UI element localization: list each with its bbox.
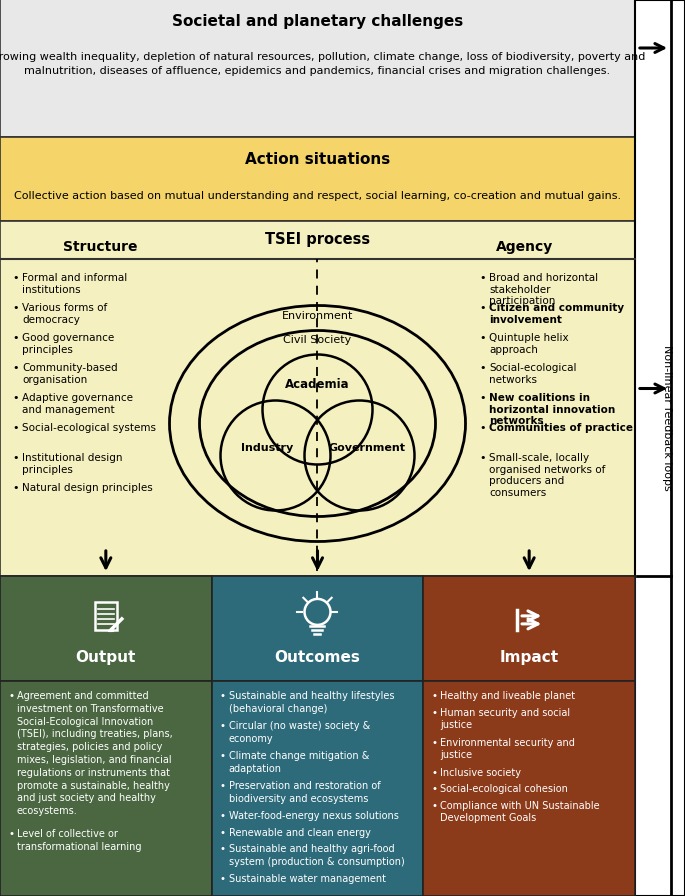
Text: •: • <box>479 423 486 433</box>
Text: Sustainable water management: Sustainable water management <box>229 874 386 884</box>
Text: •: • <box>220 721 225 731</box>
Text: Social-ecological systems: Social-ecological systems <box>22 423 156 433</box>
Text: Healthy and liveable planet: Healthy and liveable planet <box>440 691 575 701</box>
Text: •: • <box>8 829 14 839</box>
Text: Adaptive governance
and management: Adaptive governance and management <box>22 393 133 415</box>
Text: •: • <box>220 751 225 761</box>
Bar <box>0 0 635 137</box>
Text: Community-based
organisation: Community-based organisation <box>22 363 118 384</box>
Text: •: • <box>432 800 437 811</box>
Text: Environmental security and
justice: Environmental security and justice <box>440 737 575 761</box>
Text: Compliance with UN Sustainable
Development Goals: Compliance with UN Sustainable Developme… <box>440 800 600 823</box>
Text: •: • <box>432 737 437 747</box>
Text: New coalitions in
horizontal innovation
networks: New coalitions in horizontal innovation … <box>490 393 616 426</box>
Text: TSEI process: TSEI process <box>265 231 370 246</box>
Bar <box>423 576 635 681</box>
Text: •: • <box>479 333 486 343</box>
Bar <box>0 221 635 576</box>
Text: Water-food-energy nexus solutions: Water-food-energy nexus solutions <box>229 811 399 821</box>
Text: Citizen and community
involvement: Citizen and community involvement <box>490 303 625 324</box>
Text: •: • <box>432 768 437 778</box>
Text: •: • <box>479 363 486 373</box>
Text: Inclusive society: Inclusive society <box>440 768 521 778</box>
Text: Output: Output <box>75 650 136 666</box>
Text: •: • <box>220 874 225 884</box>
Text: Non-linear feedback loops: Non-linear feedback loops <box>662 345 673 491</box>
Bar <box>635 0 685 896</box>
Text: Communities of practice: Communities of practice <box>490 423 634 433</box>
Text: Small-scale, locally
organised networks of
producers and
consumers: Small-scale, locally organised networks … <box>490 453 606 498</box>
Text: •: • <box>12 273 18 283</box>
Text: •: • <box>432 691 437 701</box>
Text: Renewable and clean energy: Renewable and clean energy <box>229 828 371 838</box>
Bar <box>423 681 635 896</box>
Text: •: • <box>220 828 225 838</box>
Text: •: • <box>12 333 18 343</box>
Text: Natural design principles: Natural design principles <box>22 483 153 493</box>
Text: Social-ecological cohesion: Social-ecological cohesion <box>440 784 569 794</box>
Text: •: • <box>479 303 486 313</box>
Text: •: • <box>12 363 18 373</box>
Text: Civil Society: Civil Society <box>284 334 351 344</box>
Text: •: • <box>432 784 437 794</box>
Text: •: • <box>220 691 225 701</box>
Text: Institutional design
principles: Institutional design principles <box>22 453 123 475</box>
Text: Preservation and restoration of
biodiversity and ecosystems: Preservation and restoration of biodiver… <box>229 781 380 804</box>
Bar <box>0 576 212 681</box>
Text: •: • <box>479 273 486 283</box>
Text: Academia: Academia <box>285 378 350 392</box>
Text: Broad and horizontal
stakeholder
participation: Broad and horizontal stakeholder partici… <box>490 273 599 306</box>
Text: Structure: Structure <box>63 240 137 254</box>
Text: Industry: Industry <box>241 443 294 452</box>
Bar <box>212 576 423 681</box>
Text: •: • <box>8 691 14 701</box>
Text: •: • <box>12 393 18 403</box>
Text: Agreement and committed
investment on Transformative
Social-Ecological Innovatio: Agreement and committed investment on Tr… <box>17 691 173 816</box>
Text: •: • <box>220 811 225 821</box>
Text: Human security and social
justice: Human security and social justice <box>440 708 571 730</box>
Text: •: • <box>220 781 225 791</box>
Text: Societal and planetary challenges: Societal and planetary challenges <box>172 13 463 29</box>
Text: Outcomes: Outcomes <box>275 650 360 666</box>
Text: •: • <box>12 303 18 313</box>
Bar <box>212 681 423 896</box>
Text: •: • <box>12 423 18 433</box>
Text: Quintuple helix
approach: Quintuple helix approach <box>490 333 569 355</box>
Text: Sustainable and healthy agri-food
system (production & consumption): Sustainable and healthy agri-food system… <box>229 844 404 866</box>
Text: •: • <box>432 708 437 718</box>
Text: Level of collective or
transformational learning: Level of collective or transformational … <box>17 829 142 852</box>
Text: Various forms of
democracy: Various forms of democracy <box>22 303 108 324</box>
Text: Climate change mitigation &
adaptation: Climate change mitigation & adaptation <box>229 751 369 774</box>
Text: Growing wealth inequality, depletion of natural resources, pollution, climate ch: Growing wealth inequality, depletion of … <box>0 52 645 76</box>
Text: •: • <box>220 844 225 854</box>
Text: Sustainable and healthy lifestyles
(behavioral change): Sustainable and healthy lifestyles (beha… <box>229 691 394 714</box>
Text: Agency: Agency <box>497 240 553 254</box>
Text: Impact: Impact <box>499 650 559 666</box>
Text: •: • <box>12 483 18 493</box>
Text: Collective action based on mutual understanding and respect, social learning, co: Collective action based on mutual unders… <box>14 191 621 201</box>
Text: Formal and informal
institutions: Formal and informal institutions <box>22 273 127 295</box>
Bar <box>0 137 635 221</box>
Text: Circular (no waste) society &
economy: Circular (no waste) society & economy <box>229 721 370 744</box>
Text: Government: Government <box>329 443 406 452</box>
Bar <box>0 681 212 896</box>
Text: •: • <box>479 393 486 403</box>
Text: Social-ecological
networks: Social-ecological networks <box>490 363 577 384</box>
Text: Action situations: Action situations <box>245 151 390 167</box>
Text: Good governance
principles: Good governance principles <box>22 333 114 355</box>
Text: •: • <box>479 453 486 463</box>
Text: Environment: Environment <box>282 311 353 321</box>
Text: •: • <box>12 453 18 463</box>
